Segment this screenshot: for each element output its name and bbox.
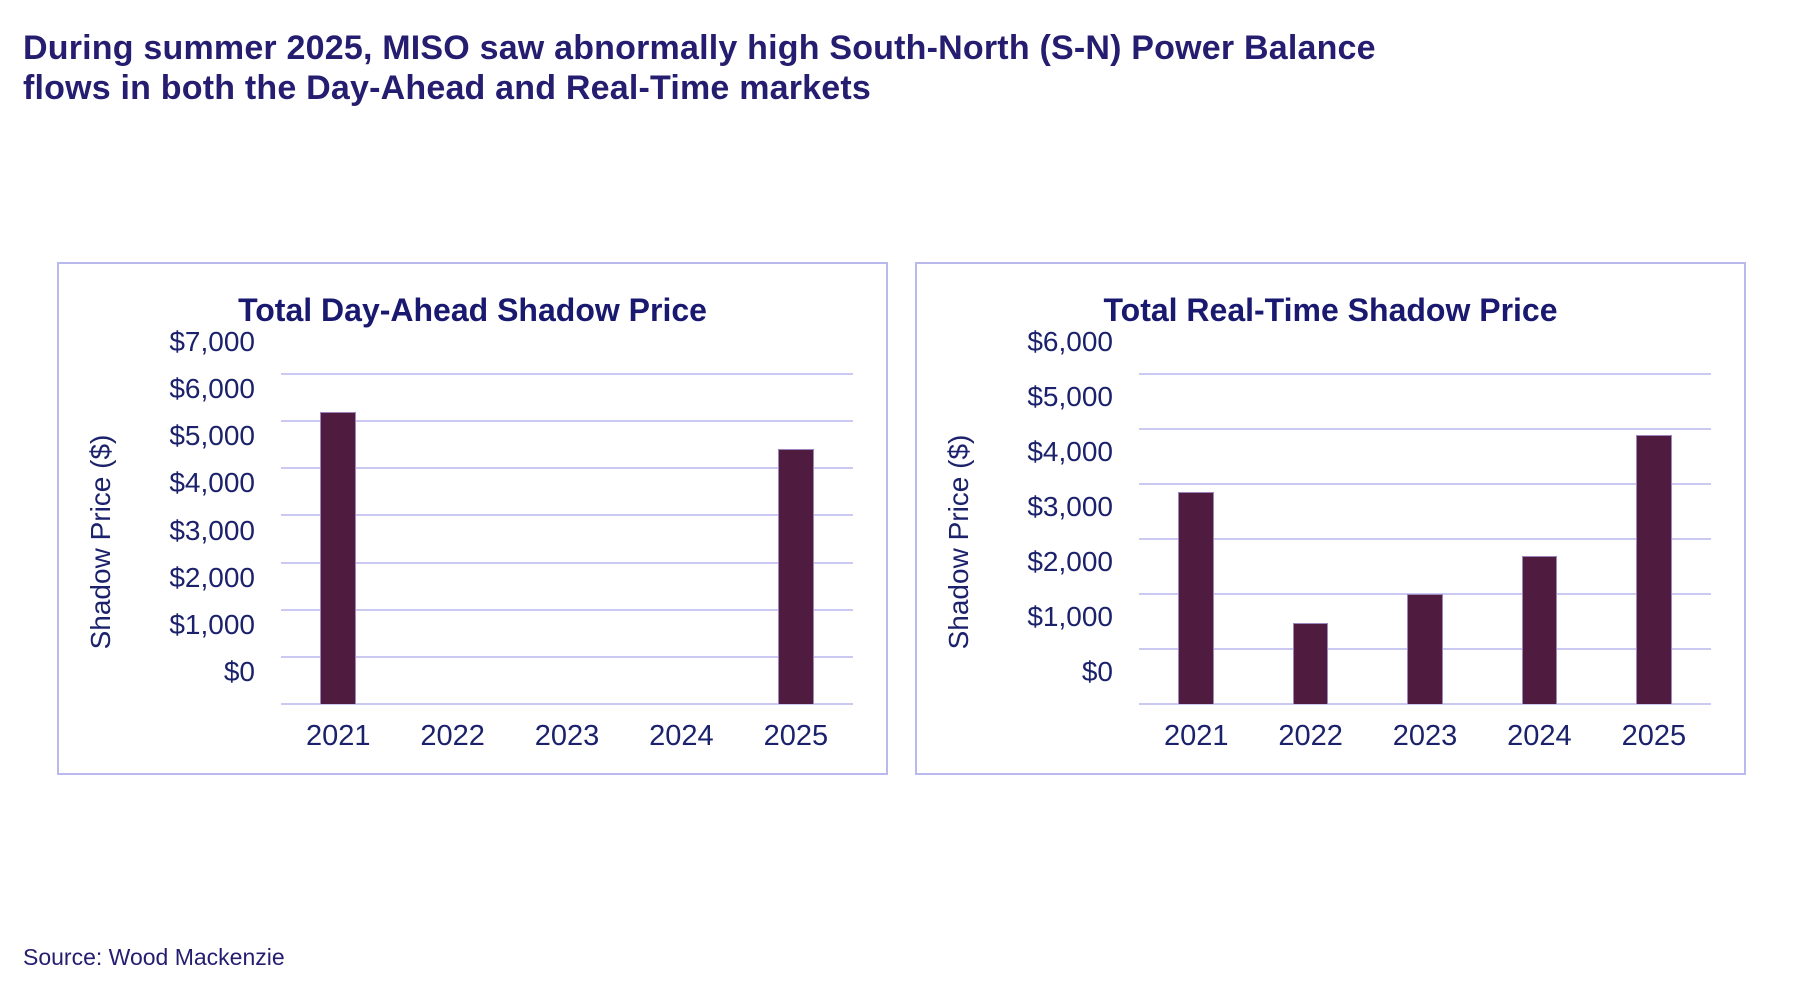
x-tick-label: 2022 (420, 720, 485, 752)
x-tick-label: 2022 (1278, 720, 1343, 752)
bar-2024 (1521, 555, 1558, 704)
y-tick-label: $6,000 (169, 373, 255, 405)
gridline (281, 608, 853, 611)
bar-2025 (778, 449, 814, 704)
y-tick-label: $5,000 (169, 420, 255, 452)
day-ahead-x-axis-ticks: 2021 2022 2023 2024 2025 (281, 720, 853, 753)
x-tick-label: 2023 (534, 720, 600, 752)
y-tick-label: $3,000 (169, 514, 255, 546)
x-tick-label: 2025 (1621, 720, 1687, 752)
real-time-chart-title: Total Real-Time Shadow Price (1103, 292, 1558, 328)
page-title: During summer 2025, MISO saw abnormally … (23, 29, 1376, 108)
y-tick-label: $1,000 (169, 608, 255, 640)
real-time-y-axis-title: Shadow Price ($) (943, 434, 974, 650)
real-time-plot-area (1139, 373, 1711, 705)
real-time-chart-card: Total Real-Time Shadow Price Shadow Pric… (915, 262, 1746, 775)
gridline (1139, 428, 1711, 430)
bar-2021 (320, 411, 356, 704)
x-tick-label: 2024 (1507, 720, 1572, 752)
gridline (281, 467, 853, 470)
x-tick-label: 2024 (649, 720, 714, 752)
day-ahead-y-axis-ticks: $0 $1,000 $2,000 $3,000 $4,000 $5,000 $6,000 $7… (115, 326, 255, 704)
day-ahead-y-axis-title: Shadow Price ($) (85, 434, 116, 650)
y-tick-label: $5,000 (1027, 381, 1113, 412)
gridline (1139, 703, 1711, 705)
real-time-x-axis-ticks: 2021 2022 2023 2024 2025 (1139, 720, 1711, 753)
x-tick-label: 2023 (1392, 720, 1458, 752)
y-tick-label: $2,000 (169, 561, 255, 593)
y-tick-label: $1,000 (1027, 601, 1113, 632)
y-tick-label: $0 (1081, 656, 1113, 687)
gridline (281, 373, 853, 375)
y-tick-label: $4,000 (169, 467, 255, 499)
gridline (1139, 538, 1711, 540)
bar-2023 (1407, 594, 1443, 704)
y-tick-label: $0 (223, 656, 255, 687)
gridline (281, 420, 853, 423)
y-tick-label: $4,000 (1027, 436, 1113, 467)
y-tick-label: $7,000 (169, 326, 255, 357)
bar-2025 (1636, 434, 1672, 704)
y-tick-label: $3,000 (1027, 491, 1113, 522)
real-time-y-axis-ticks: $0 $1,000 $2,000 $3,000 $4,000 $5,000 $6,000 (973, 326, 1113, 704)
bar-2021 (1178, 492, 1214, 704)
gridline (281, 703, 853, 705)
charts-row: Total Day-Ahead Shadow Price Shadow Pric… (57, 262, 1746, 775)
x-tick-label: 2021 (1163, 720, 1229, 752)
gridline (281, 655, 853, 658)
gridline (281, 514, 853, 517)
gridline (1139, 373, 1711, 375)
day-ahead-plot-area (281, 373, 853, 705)
y-tick-label: $6,000 (1027, 326, 1113, 357)
gridline (1139, 483, 1711, 485)
y-tick-label: $2,000 (1027, 546, 1113, 577)
bar-2022 (1292, 623, 1329, 704)
day-ahead-chart-title: Total Day-Ahead Shadow Price (238, 292, 707, 328)
x-tick-label: 2025 (763, 720, 829, 752)
gridline (281, 561, 853, 564)
source-note: Source: Wood Mackenzie (23, 944, 285, 970)
day-ahead-chart-card: Total Day-Ahead Shadow Price Shadow Pric… (57, 262, 888, 775)
x-tick-label: 2021 (305, 720, 371, 752)
